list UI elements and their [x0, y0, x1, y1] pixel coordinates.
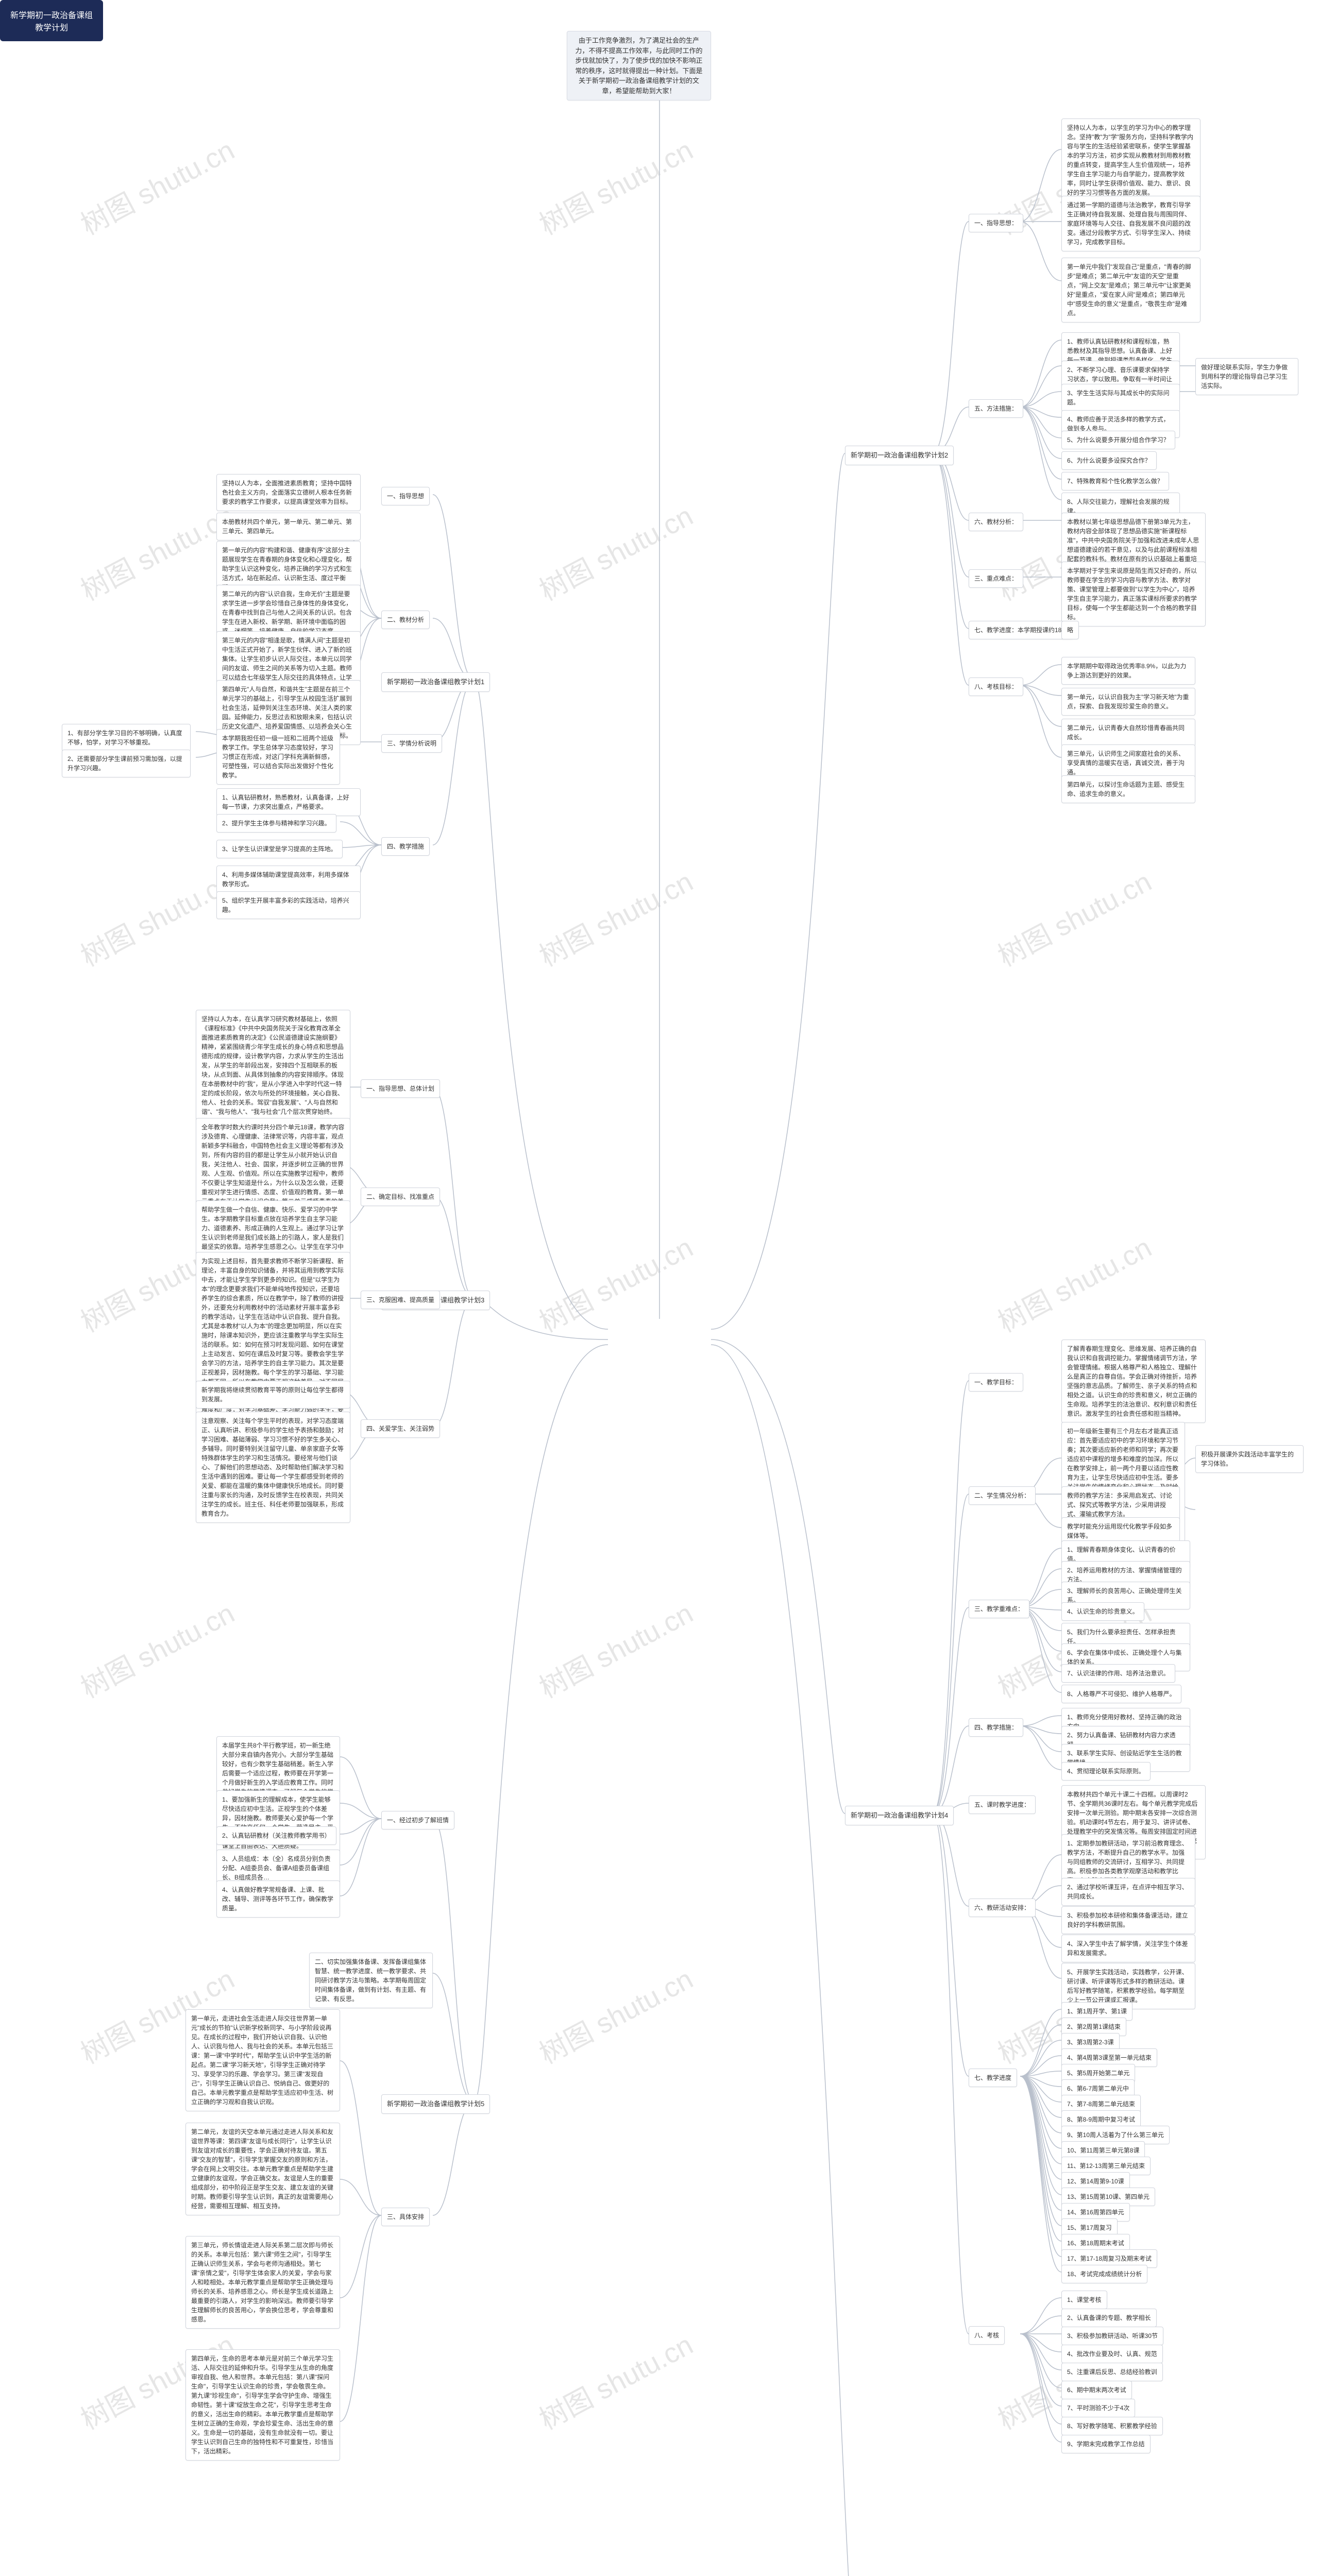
root-node: 新学期初一政治备课组教学计划: [0, 0, 103, 41]
plan5-s3-u3: 第三单元，师长情谊走进人际关系第二层次即与师长的关系。本单元包括：第六课"师生之…: [185, 2236, 340, 2329]
plan4-s8-r3: 4、批改作业要及时、认真、规范: [1061, 2345, 1163, 2363]
plan3-s4-body2: 注意观察、关注每个学生平时的表现，对学习态度端正、认真听讲、积极参与的学生给予表…: [196, 1412, 350, 1523]
watermark: 树图 shutu.cn: [990, 1225, 1158, 1340]
plan2-title: 新学期初一政治备课组教学计划2: [845, 446, 954, 465]
plan4-s2-title: 二、学生情况分析：: [969, 1486, 1036, 1505]
plan3-s4-body1: 新学期我将继续贯彻教育平等的原则让每位学生都得到发展。: [196, 1381, 350, 1409]
plan1-title: 新学期初一政治备课组教学计划1: [381, 672, 490, 692]
watermark: 树图 shutu.cn: [73, 128, 241, 243]
plan5-s1-b1: 1、要加强新生的理解成本，使学生能够尽快适应初中生活。正视学生的个体差异，因材施…: [216, 1790, 340, 1855]
plan5-s1-b2: 2、认真钻研教材（关注教师教学用书）: [216, 1826, 336, 1845]
plan1-s2-title: 二、教材分析: [381, 611, 430, 629]
plan5-title: 新学期初一政治备课组教学计划5: [381, 2094, 490, 2114]
watermark: 树图 shutu.cn: [990, 859, 1158, 974]
plan3-s1-title: 一、指导思想、总体计划: [361, 1079, 440, 1098]
plan2-s5-b3: 3、学生生活实际与其成长中的实际问题。: [1061, 384, 1180, 412]
plan4-s4-b4: 4、贯彻理论联系实际原则。: [1061, 1762, 1151, 1781]
plan2-s5-b3note: 做好理论联系实际，学生力争做到用科学的理论指导自己学习生活实际。: [1195, 358, 1298, 395]
plan1-s3-title: 三、学情分析说明: [381, 734, 442, 753]
plan2-s5-b6: 6、为什么说要多设探究合作？: [1061, 451, 1157, 470]
intro-node: 由于工作竞争激烈，为了满足社会的生产力，不得不提高工作效率，与此同时工作的步伐就…: [567, 31, 711, 100]
plan1-s3-b: 2、还需要部分学生课前预习需加强，以提升学习兴趣。: [62, 750, 191, 777]
plan1-s3-body: 本学期我担任初一级一班和二班两个班级教学工作。学生总体学习态度较好，学习习惯正在…: [216, 729, 340, 785]
plan5-s2-title: 二、切实加强集体备课、发挥备课组集体智慧、统一教学进度、统一教学要求、共同研讨教…: [309, 1953, 433, 2008]
plan1-s4-b1: 1、认真钻研教材，熟悉教材，认真备课，上好每一节课，力求突出重点，严格要求。: [216, 788, 361, 816]
watermark: 树图 shutu.cn: [73, 494, 241, 608]
plan1-s1-title: 一、指导思想: [381, 487, 430, 505]
watermark: 树图 shutu.cn: [73, 859, 241, 974]
plan2-s6-title: 六、教材分析：: [969, 513, 1023, 531]
plan2-s8-body: 本学期期中取得政治优秀率8.9%，以此为力争上游达到更好的效果。: [1061, 657, 1195, 685]
plan4-s7-r17: 18、考试完成成绩统计分析: [1061, 2265, 1147, 2283]
plan4-s6-title: 六、教研活动安排：: [969, 1899, 1036, 1917]
plan4-s6-b2: 2、通过学校听课互评，在点评中相互学习、共同成长。: [1061, 1878, 1195, 1906]
plan4-s3-title: 三、教学重难点：: [969, 1600, 1029, 1618]
plan4-s8-r5: 6、期中期末两次考试: [1061, 2381, 1132, 2399]
plan1-s4-b2: 2、提升学生主体参与精神和学习兴趣。: [216, 814, 336, 833]
plan4-s3-b4: 4、认识生命的珍贵意义。: [1061, 1602, 1144, 1621]
plan4-s4-title: 四、教学措施：: [969, 1718, 1023, 1737]
plan2-s8-u1: 第一单元，以认识自我为主"学习新天地"为重点，探索、自我发现珍爱生命的意义。: [1061, 688, 1195, 716]
plan2-s3-body1: 第一单元中我们"发现自己"是重点，"青春的脚步"是难点；第二单元中"友谊的天空"…: [1061, 258, 1200, 323]
watermark: 树图 shutu.cn: [531, 859, 699, 974]
plan3-s3-title: 三、克服困难、提高质量: [361, 1291, 440, 1309]
plan4-s8-r1: 2、认真备课的专题、教学相长: [1061, 2309, 1157, 2327]
plan5-s3-u4: 第四单元，生命的思考本单元是对前三个单元学习生活、人际交往的延伸和升华。引导学生…: [185, 2349, 340, 2461]
plan1-s4-b5: 5、组织学生开展丰富多彩的实践活动，培养兴趣。: [216, 891, 361, 919]
plan2-s8-u2: 第二单元，认识青春大自然珍惜青春画共同成长。: [1061, 719, 1195, 747]
plan4-s6-b4: 4、深入学生中去了解学情，关注学生个体差异和发展需求。: [1061, 1935, 1195, 1962]
plan4-s8-r0: 1、课堂考核: [1061, 2291, 1107, 2309]
plan4-s7-title: 七、教学进度: [969, 2069, 1017, 2087]
plan4-s6-b3: 3、积极参加校本研修和集体备课活动，建立良好的学科教研氛围。: [1061, 1906, 1195, 1934]
plan5-s1lead: 一、经过初步了解班情: [381, 1811, 454, 1829]
plan2-s2-body: 通过第一学期的道德与法治教学，教育引导学生正确对待自我发展、处理自我与周围同伴、…: [1061, 196, 1200, 251]
watermark: 树图 shutu.cn: [73, 1591, 241, 1706]
plan2-s1-title: 一、指导思想：: [969, 214, 1023, 232]
plan3-s4-title: 四、关爱学生、关注弱势: [361, 1419, 440, 1438]
plan4-s8-r7: 8、写好教学随笔、积累教学经验: [1061, 2417, 1163, 2435]
watermark: 树图 shutu.cn: [531, 1225, 699, 1340]
plan4-s1-body: 了解青春期生理变化、思维发展、培养正确的自我认识和自我调控能力。掌握情绪调节方法…: [1061, 1340, 1206, 1423]
watermark: 树图 shutu.cn: [531, 2323, 699, 2437]
plan2-s5-b7: 7、特殊教育和个性化教学怎么做？: [1061, 472, 1169, 490]
plan2-s5-title: 五、方法措施：: [969, 399, 1023, 418]
plan5-s3-u2: 第二单元，友谊的天空本单元通过走进人际关系和友谊世界等课：第四课"友谊与成长同行…: [185, 2123, 340, 2215]
plan1-s4-b4: 4、利用多媒体辅助课堂提高效率，利用多媒体教学形式。: [216, 866, 361, 893]
plan4-s5-title: 五、课时教学进度：: [969, 1795, 1036, 1814]
plan4-s8-r2: 3、积极参加教研活动、听课30节: [1061, 2327, 1163, 2345]
plan2-s5-b5: 5、为什么说要多开展分组合作学习？: [1061, 431, 1175, 449]
plan2-s8-title: 八、考核目标：: [969, 677, 1023, 696]
plan4-s2-b3: 积极开展课外实践活动丰富学生的学习体验。: [1195, 1445, 1304, 1473]
watermark: 树图 shutu.cn: [531, 1591, 699, 1706]
plan3-s3-body: 为实现上述目标，首先要求教师不断学习新课程、新理论，丰富自身的知识储备，并将其运…: [196, 1252, 350, 1437]
plan5-s3-u1: 第一单元，走进社会生活走进人际交往世界第一单元"成长的节拍"认识新学校新同学、与…: [185, 2009, 340, 2111]
plan3-s2-title: 二、确定目标、找准重点: [361, 1188, 440, 1206]
plan5-s1-b4: 4、认真做好教学常规备课、上课、批改、辅导、测评等各环节工作，确保教学质量。: [216, 1880, 340, 1918]
watermark: 树图 shutu.cn: [531, 1957, 699, 2072]
plan2-s8-u4: 第四单元，以探讨生命话题为主题、感受生命、追求生命的意义。: [1061, 775, 1195, 803]
plan4-s8-r4: 5、注重课后反思、总结经验教训: [1061, 2363, 1163, 2381]
plan1-s3-a: 1、有部分学生学习目的不够明确，认真度不够，怕学，对学习不够重视。: [62, 724, 191, 752]
plan2-s1-body: 坚持以人为本，以学生的学习为中心的教学理念。坚持"教"为"学"服务方向，坚持科学…: [1061, 118, 1200, 202]
watermark: 树图 shutu.cn: [531, 494, 699, 608]
plan2-s7-title: 七、教学进度：本学期授课约18周: [969, 621, 1073, 639]
plan4-s1-title: 一、教学目标：: [969, 1373, 1023, 1392]
plan4-s8-r6: 7、平时测验不少于4次: [1061, 2399, 1135, 2417]
plan4-s8-r8: 9、学期末完成教学工作总结: [1061, 2435, 1151, 2453]
plan4-s3-b7: 7、认识法律的作用、培养法治意识。: [1061, 1664, 1175, 1683]
plan2-s7-body: 略: [1061, 621, 1079, 639]
plan4-title: 新学期初一政治备课组教学计划4: [845, 1806, 954, 1825]
plan5-s3-title: 三、具体安排: [381, 2208, 430, 2226]
watermark: 树图 shutu.cn: [531, 128, 699, 243]
plan1-s1-body: 坚持以人为本，全面推进素质教育；坚持中国特色社会主义方向，全面落实立德树人根本任…: [216, 474, 361, 511]
plan4-s3-b8: 8、人格尊严不可侵犯、维护人格尊严。: [1061, 1685, 1181, 1703]
plan1-s4-b3: 3、让学生认识课堂是学习提高的主阵地。: [216, 840, 343, 858]
plan4-s8-title: 八、考核: [969, 2326, 1005, 2345]
plan2-s3-title: 三、重点难点：: [969, 569, 1023, 588]
plan1-s2-b1: 本册教材共四个单元，第一单元、第二单元、第三单元、第四单元。: [216, 513, 361, 540]
plan1-s4-title: 四、教学措施: [381, 837, 430, 856]
plan2-s3-body2: 本学期对于学生来说原是陌生而又好奇的，所以教师要在学生的学习内容与教学方法、教学…: [1061, 562, 1206, 626]
plan3-s1-body: 坚持以人为本，在认真学习研究教材基础上，依照《课程标准》《中共中央国务院关于深化…: [196, 1010, 350, 1121]
